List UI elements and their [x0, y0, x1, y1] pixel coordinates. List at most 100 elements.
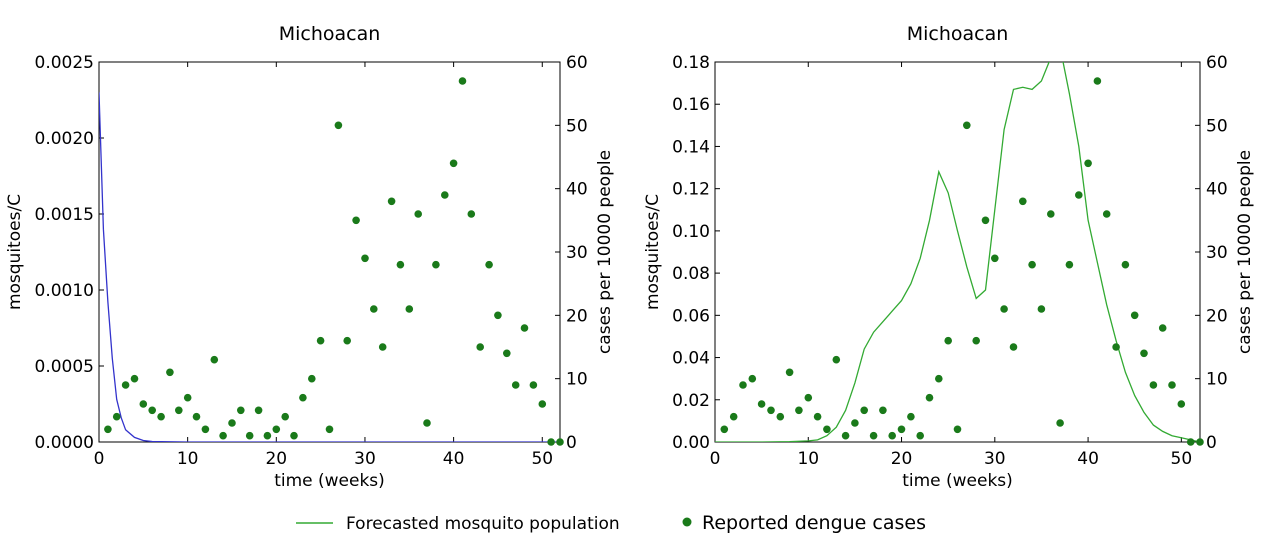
left-ytick-label: 0.0025: [35, 53, 94, 73]
left-dengue-point: [405, 305, 414, 313]
right-y2tick-label: 10: [1206, 370, 1228, 390]
right-dengue-point: [1177, 400, 1186, 408]
left-y2tick-label: 60: [566, 53, 588, 73]
left-dengue-point: [370, 305, 378, 313]
left-dengue-point: [183, 393, 192, 402]
right-dengue-point: [1130, 311, 1139, 320]
left-y-axis-label: mosquitoes/C: [5, 194, 25, 310]
right-dengue-point: [1168, 381, 1176, 389]
left-dengue-point: [387, 197, 396, 206]
left-dengue-point: [316, 336, 325, 345]
left-dengue-point: [547, 438, 555, 446]
right-dengue-point: [1140, 349, 1148, 358]
left-dengue-point: [210, 355, 219, 364]
left-dengue-point: [458, 77, 467, 85]
left-dengue-point: [201, 425, 210, 434]
left-ytick-label: 0.0020: [35, 129, 94, 149]
right-dengue-point: [1009, 343, 1018, 351]
left-dengue-point: [494, 311, 502, 320]
left-dengue-point: [245, 431, 254, 440]
left-dengue-point: [538, 400, 547, 408]
right-dengue-point: [953, 425, 962, 434]
right-dengue-point: [776, 412, 785, 421]
right-dengue-point: [1149, 381, 1158, 389]
left-dengue-point: [352, 216, 360, 225]
right-dengue-point: [879, 406, 887, 415]
right-y2tick-label: 40: [1206, 180, 1228, 200]
left-dengue-point: [130, 374, 139, 383]
right-dengue-point: [991, 254, 999, 263]
right-xtick-label: 40: [1077, 449, 1099, 469]
right-ytick-label: 0.02: [672, 391, 710, 411]
left-dengue-point: [511, 381, 520, 389]
left-dengue-point: [503, 349, 511, 358]
left-y2tick-label: 10: [566, 370, 588, 390]
left-dengue-point: [378, 343, 387, 351]
left-dengue-point: [361, 254, 369, 263]
legend-dot-label: Reported dengue cases: [702, 512, 926, 534]
left-ytick-label: 0.0015: [35, 205, 94, 225]
right-dengue-point: [795, 406, 803, 415]
left-dengue-point: [237, 406, 245, 415]
right-ytick-label: 0.18: [672, 53, 710, 73]
left-ytick-label: 0.0000: [35, 433, 94, 453]
left-dengue-point: [520, 324, 529, 332]
left-dengue-point: [441, 191, 449, 199]
left-ytick-label: 0.0005: [35, 357, 94, 377]
right-dengue-point: [1037, 305, 1046, 313]
left-dengue-point: [104, 425, 112, 434]
left-dengue-point: [476, 343, 485, 351]
chart-right: 0 10 20 30 40 50 0.00 0.02 0.04 0.06 0.08 0.10 0.12 0…: [643, 23, 1255, 491]
left-chart-title: Michoacan: [279, 23, 381, 45]
right-dengue-point: [767, 406, 775, 415]
right-xtick-label: 0: [710, 449, 721, 469]
right-x-axis-label: time (weeks): [902, 471, 1013, 491]
right-dengue-point: [972, 336, 980, 345]
right-y2-axis-label: cases per 10000 people: [1235, 150, 1255, 354]
right-y2tick-label: 50: [1206, 116, 1228, 136]
right-dengue-point: [944, 336, 952, 345]
right-y2tick-label: 20: [1206, 306, 1228, 326]
left-dengue-point: [112, 412, 121, 421]
left-dengue-point: [290, 431, 298, 440]
left-dengue-point: [148, 406, 156, 415]
right-ytick-label: 0.16: [672, 95, 710, 115]
right-y2tick-label: 60: [1206, 53, 1228, 73]
left-dengue-point: [263, 431, 272, 440]
left-xtick-label: 30: [354, 449, 376, 469]
left-xtick-label: 20: [265, 449, 287, 469]
left-xtick-label: 0: [94, 449, 105, 469]
left-dengue-point: [228, 419, 236, 427]
right-dengue-point: [1056, 419, 1064, 427]
right-dengue-point: [720, 425, 729, 434]
left-y2tick-label: 40: [566, 180, 588, 200]
right-mosquito-line: [715, 62, 1200, 442]
right-xtick-label: 50: [1171, 449, 1193, 469]
right-dengue-point: [757, 400, 766, 408]
left-y2tick-label: 50: [566, 116, 588, 136]
left-dengue-point: [485, 260, 493, 269]
right-dengue-point: [804, 393, 813, 402]
right-dengue-point: [785, 368, 794, 377]
left-dengue-point: [166, 368, 174, 377]
left-xtick-label: 40: [443, 449, 465, 469]
left-mosquito-line: [99, 92, 560, 442]
right-dengue-point: [851, 419, 859, 427]
right-xtick-label: 10: [797, 449, 819, 469]
left-dengue-point: [467, 210, 476, 218]
right-y-axis-label: mosquitoes/C: [643, 194, 663, 310]
right-dengue-point: [841, 431, 850, 440]
right-dengue-point: [925, 393, 934, 402]
right-dengue-point: [1102, 210, 1111, 218]
left-dengue-point: [414, 210, 423, 218]
right-dengue-point: [935, 374, 943, 383]
right-dengue-point: [748, 374, 757, 383]
right-dengue-point: [1196, 438, 1204, 446]
left-ytick-label: 0.0010: [35, 281, 94, 301]
left-dengue-point: [529, 381, 538, 389]
right-dengue-point: [1112, 343, 1120, 351]
legend: Forecasted mosquito population Reported …: [296, 512, 926, 534]
left-dengue-point: [343, 336, 352, 345]
right-xtick-label: 30: [984, 449, 1006, 469]
